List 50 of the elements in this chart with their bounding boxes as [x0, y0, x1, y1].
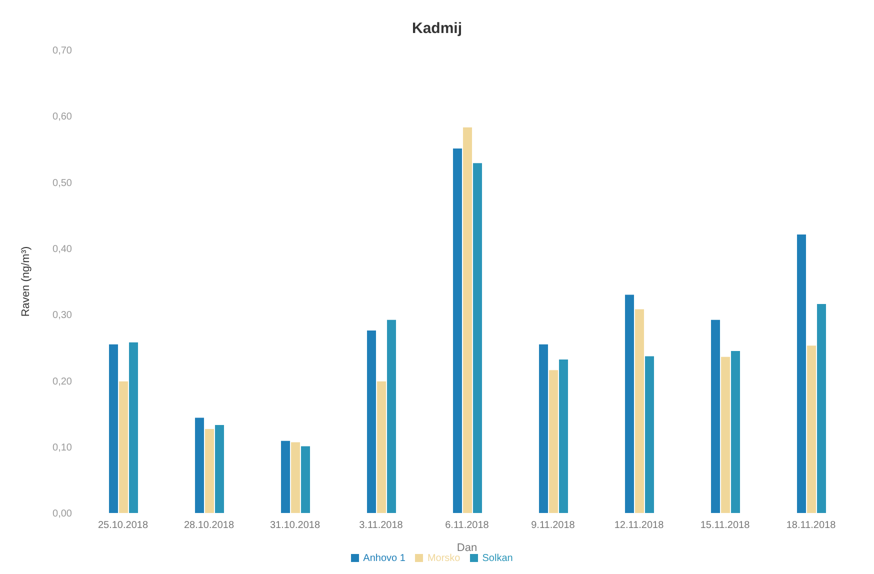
x-tick-label: 18.11.2018	[786, 520, 836, 532]
bar	[377, 381, 386, 513]
bar	[473, 163, 482, 513]
bar	[205, 429, 214, 513]
bar	[129, 342, 138, 513]
bar	[731, 350, 740, 513]
bar	[721, 356, 730, 513]
x-axis-title: Dan	[456, 542, 478, 554]
y-tick-label: 0,20	[52, 376, 72, 388]
bar	[817, 304, 826, 513]
bar	[625, 294, 634, 513]
bar	[281, 440, 290, 513]
x-tick-label: 12.11.2018	[614, 520, 664, 532]
x-tick-label: 25.10.2018	[98, 520, 148, 532]
bar	[539, 344, 548, 513]
bar	[645, 356, 654, 513]
legend-label: Anhovo 1	[363, 553, 406, 564]
y-tick-label: 0,30	[52, 310, 72, 322]
bar	[301, 446, 310, 513]
y-tick-label: 0,70	[52, 46, 72, 57]
x-tick-label: 6.11.2018	[445, 520, 490, 532]
bar	[711, 320, 720, 513]
y-tick-label: 0,00	[52, 508, 72, 520]
bar	[559, 360, 568, 513]
bar	[807, 346, 816, 513]
bar	[387, 320, 396, 513]
bar	[635, 309, 644, 513]
bar	[797, 234, 806, 513]
y-tick-label: 0,40	[52, 244, 72, 255]
bar	[215, 425, 224, 513]
legend-label: Morsko	[427, 553, 460, 564]
bar	[195, 418, 204, 513]
bar	[367, 330, 376, 513]
bar	[109, 344, 118, 513]
bar	[453, 148, 462, 513]
y-axis-title: Raven (ng/m³)	[20, 246, 32, 317]
bar	[549, 370, 558, 513]
bar	[291, 442, 300, 513]
y-tick-label: 0,60	[52, 112, 72, 123]
x-tick-label: 3.11.2018	[359, 520, 404, 532]
y-tick-label: 0,50	[52, 178, 72, 189]
bar	[463, 127, 472, 513]
legend-label: Solkan	[482, 553, 513, 564]
chart-title: Kadmij	[410, 19, 463, 39]
x-tick-label: 9.11.2018	[531, 520, 576, 532]
bar	[119, 381, 128, 513]
x-tick-label: 15.11.2018	[700, 520, 750, 532]
y-tick-label: 0,10	[52, 442, 72, 454]
x-tick-label: 31.10.2018	[270, 520, 320, 532]
x-tick-label: 28.10.2018	[184, 520, 234, 532]
